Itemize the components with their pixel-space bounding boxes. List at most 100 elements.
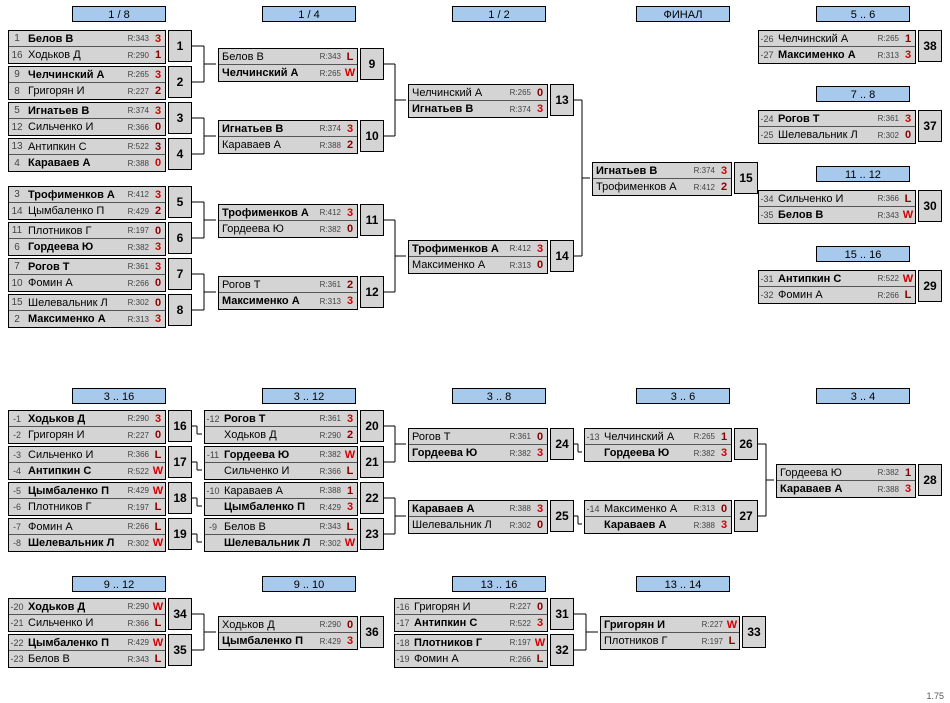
player-row: Караваев АR:3883	[585, 517, 731, 533]
player-rating: R:429	[315, 503, 343, 512]
seed: -26	[759, 34, 775, 44]
score: 0	[343, 223, 357, 235]
score: 2	[343, 139, 357, 151]
match-number: 32	[550, 634, 574, 666]
match: Трофименков АR:4123Гордеева ЮR:382011	[218, 204, 358, 238]
player-name: Максименко А	[601, 503, 689, 515]
score: 3	[151, 413, 165, 425]
player-name: Гордеева Ю	[601, 447, 689, 459]
player-name: Гордеева Ю	[219, 223, 315, 235]
player-row: -14Максименко АR:3130	[585, 501, 731, 517]
player-name: Белов В	[219, 51, 315, 63]
player-rating: R:366	[315, 467, 343, 476]
player-name: Гордеева Ю	[221, 449, 315, 461]
player-name: Челчинский А	[775, 33, 873, 45]
player-row: -3Сильченко ИR:366L	[9, 447, 165, 463]
score: 3	[343, 295, 357, 307]
match-number: 33	[742, 616, 766, 648]
score: 0	[343, 619, 357, 631]
player-rating: R:382	[505, 449, 533, 458]
match-number: 8	[168, 294, 192, 326]
player-name: Плотников Г	[25, 501, 123, 513]
player-row: -25Шелевальник ЛR:3020	[759, 127, 915, 143]
player-rating: R:522	[123, 467, 151, 476]
score: 0	[533, 519, 547, 531]
score: 3	[151, 241, 165, 253]
player-rating: R:302	[505, 521, 533, 530]
round-header: 9 .. 10	[262, 576, 356, 592]
seed: -21	[9, 618, 25, 628]
score: 3	[901, 49, 915, 61]
player-rating: R:302	[123, 298, 151, 307]
player-name: Трофименков А	[593, 181, 689, 193]
player-rating: R:343	[123, 655, 151, 664]
player-row: -21Сильченко ИR:366L	[9, 615, 165, 631]
score: 1	[717, 431, 731, 443]
player-row: Ходьков ДR:2900	[219, 617, 357, 633]
player-name: Цымбаленко П	[221, 501, 315, 513]
seed: 4	[9, 158, 25, 169]
seed: -14	[585, 504, 601, 514]
player-rating: R:361	[315, 280, 343, 289]
score: W	[725, 619, 739, 631]
player-row: 16Ходьков ДR:2901	[9, 47, 165, 63]
player-rating: R:412	[123, 190, 151, 199]
player-name: Максименко А	[25, 313, 123, 325]
player-row: 4Караваев АR:3880	[9, 155, 165, 171]
seed: -34	[759, 194, 775, 204]
player-name: Сильченко И	[25, 121, 123, 133]
player-row: 2Максименко АR:3133	[9, 311, 165, 327]
score: 3	[901, 113, 915, 125]
match: 9Челчинский АR:26538Григорян ИR:22722	[8, 66, 166, 100]
score: 0	[533, 601, 547, 613]
score: L	[151, 501, 165, 513]
seed: -35	[759, 210, 775, 220]
seed: -11	[205, 450, 221, 460]
player-rating: R:374	[315, 124, 343, 133]
player-name: Антипкин С	[411, 617, 505, 629]
match-number: 31	[550, 598, 574, 630]
match-number: 2	[168, 66, 192, 98]
player-row: 5Игнатьев ВR:3743	[9, 103, 165, 119]
player-row: 6Гордеева ЮR:3823	[9, 239, 165, 255]
player-rating: R:388	[505, 504, 533, 513]
seed: -5	[9, 486, 25, 496]
player-row: Гордеева ЮR:3820	[219, 221, 357, 237]
match: 3Трофименков АR:412314Цымбаленко ПR:4292…	[8, 186, 166, 220]
player-rating: R:429	[123, 638, 151, 647]
player-row: Ходьков ДR:2902	[205, 427, 357, 443]
player-rating: R:265	[123, 70, 151, 79]
match-number: 3	[168, 102, 192, 134]
score: 3	[151, 261, 165, 273]
player-name: Цымбаленко П	[25, 205, 123, 217]
score: 2	[151, 85, 165, 97]
player-rating: R:412	[505, 244, 533, 253]
player-row: Рогов ТR:3612	[219, 277, 357, 293]
match-number: 23	[360, 518, 384, 550]
player-rating: R:313	[123, 315, 151, 324]
seed: -25	[759, 130, 775, 140]
player-row: 11Плотников ГR:1970	[9, 223, 165, 239]
match: -34Сильченко ИR:366L-35Белов ВR:343W30	[758, 190, 916, 224]
score: 3	[151, 141, 165, 153]
player-rating: R:374	[689, 166, 717, 175]
match: -18Плотников ГR:197W-19Фомин АR:266L32	[394, 634, 548, 668]
player-rating: R:313	[873, 51, 901, 60]
player-name: Игнатьев В	[409, 103, 505, 115]
player-rating: R:302	[315, 539, 343, 548]
player-rating: R:343	[315, 522, 343, 531]
player-rating: R:382	[689, 449, 717, 458]
player-row: Цымбаленко ПR:4293	[205, 499, 357, 515]
seed: 3	[9, 189, 25, 200]
player-row: -32Фомин АR:266L	[759, 287, 915, 303]
match-number: 28	[918, 464, 942, 496]
player-name: Караваев А	[409, 503, 505, 515]
player-rating: R:388	[315, 486, 343, 495]
score: 3	[533, 617, 547, 629]
seed: -1	[9, 414, 25, 424]
player-row: 1Белов ВR:3433	[9, 31, 165, 47]
player-rating: R:388	[689, 521, 717, 530]
player-name: Белов В	[221, 521, 315, 533]
player-name: Белов В	[25, 33, 123, 45]
match-number: 1	[168, 30, 192, 62]
